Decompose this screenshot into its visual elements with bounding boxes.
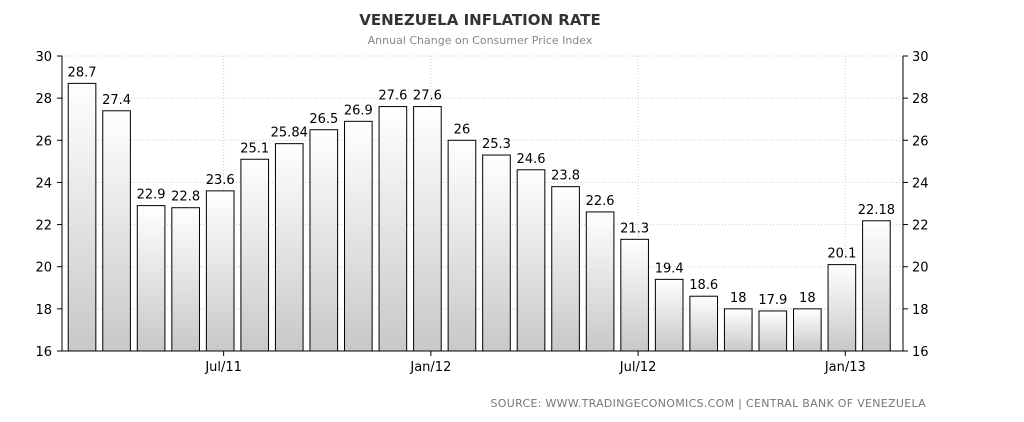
bar — [516, 169, 546, 352]
bar — [136, 205, 166, 352]
data-label: 25.84 — [271, 126, 308, 141]
y-tick-label-right: 24 — [912, 176, 929, 191]
y-tick-label-right: 16 — [912, 345, 929, 360]
bar — [447, 139, 477, 352]
bar — [585, 211, 615, 352]
bar — [862, 220, 891, 352]
bar — [654, 278, 684, 352]
y-tick-label-right: 30 — [912, 50, 929, 65]
data-label: 18 — [730, 291, 747, 306]
bars — [67, 82, 891, 352]
bar — [171, 207, 200, 352]
bar — [827, 264, 857, 352]
chart-subtitle: Annual Change on Consumer Price Index — [367, 34, 593, 47]
bar — [102, 110, 131, 352]
data-label: 22.18 — [858, 203, 895, 218]
y-tick-label-right: 18 — [912, 303, 929, 318]
data-label: 26 — [454, 122, 471, 137]
data-label: 19.4 — [655, 261, 684, 276]
data-label: 25.3 — [482, 137, 511, 152]
data-label: 23.6 — [206, 173, 235, 188]
x-tick-label: Jan/13 — [824, 360, 866, 375]
bar — [274, 143, 304, 352]
chart-title: VENEZUELA INFLATION RATE — [359, 11, 601, 29]
y-tick-label-left: 26 — [35, 134, 52, 149]
data-label: 25.1 — [240, 141, 269, 156]
data-label: 21.3 — [620, 221, 649, 236]
data-label: 27.6 — [413, 89, 442, 104]
bar — [413, 106, 442, 352]
y-tick-label-right: 26 — [912, 134, 929, 149]
y-tick-label-right: 28 — [912, 92, 929, 107]
bar — [689, 295, 719, 352]
bar — [620, 238, 649, 352]
y-tick-label-left: 28 — [35, 92, 52, 107]
data-label: 18 — [799, 291, 816, 306]
bar — [723, 308, 753, 352]
data-label: 27.4 — [102, 93, 131, 108]
data-label: 18.6 — [689, 278, 718, 293]
y-tick-label-left: 30 — [35, 50, 52, 65]
bar — [240, 158, 270, 352]
source-note: SOURCE: WWW.TRADINGECONOMICS.COM | CENTR… — [490, 397, 926, 410]
data-label: 17.9 — [758, 293, 787, 308]
data-label: 20.1 — [827, 247, 856, 262]
x-tick-label: Jul/11 — [204, 360, 242, 375]
bar — [67, 82, 97, 352]
x-tick-label: Jul/12 — [619, 360, 657, 375]
bar — [205, 190, 235, 352]
data-label: 26.5 — [309, 112, 338, 127]
bar — [793, 308, 822, 352]
data-label: 22.9 — [137, 188, 166, 203]
y-tick-label-left: 24 — [35, 176, 52, 191]
data-label: 22.6 — [586, 194, 615, 209]
bar — [758, 310, 788, 352]
data-label: 27.6 — [378, 89, 407, 104]
data-label: 23.8 — [551, 169, 580, 184]
data-label: 26.9 — [344, 103, 373, 118]
bar — [482, 154, 511, 352]
data-label: 22.8 — [171, 190, 200, 205]
y-tick-label-left: 20 — [35, 261, 52, 276]
bar — [344, 120, 373, 352]
bar — [309, 129, 339, 352]
data-label: 28.7 — [68, 65, 97, 80]
y-tick-label-left: 22 — [35, 219, 52, 234]
bar — [551, 186, 580, 352]
y-tick-label-right: 22 — [912, 219, 929, 234]
y-tick-label-left: 18 — [35, 303, 52, 318]
axes: 16 16 18 18 20 20 22 22 24 24 26 26 28 28 30 30 Jul/11 Ja… — [35, 50, 928, 375]
data-label: 24.6 — [517, 152, 546, 167]
y-tick-label-right: 20 — [912, 261, 929, 276]
y-tick-label-left: 16 — [35, 345, 52, 360]
x-tick-label: Jan/12 — [409, 360, 451, 375]
bar — [378, 106, 408, 352]
